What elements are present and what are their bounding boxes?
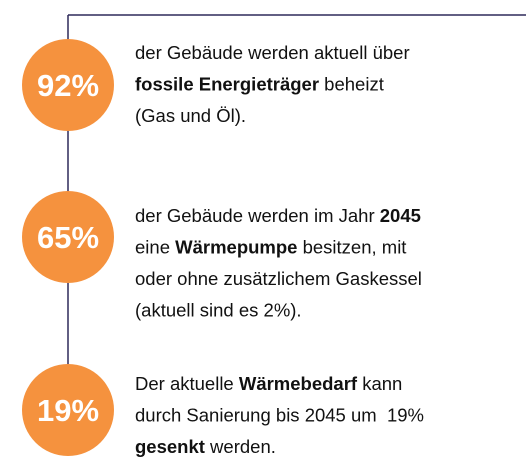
text-segment: kann bbox=[357, 373, 402, 394]
bold-text: gesenkt bbox=[135, 436, 205, 457]
description-line: eine Wärmepumpe besitzen, mit bbox=[135, 237, 406, 258]
description-line: der Gebäude werden im Jahr 2045 bbox=[135, 205, 421, 226]
description-line: durch Sanierung bis 2045 um 19% bbox=[135, 405, 424, 426]
text-segment: der Gebäude werden im Jahr bbox=[135, 205, 380, 226]
description-line: (aktuell sind es 2%). bbox=[135, 300, 302, 321]
text-segment: oder ohne zusätzlichem Gaskessel bbox=[135, 268, 422, 289]
bold-text: Wärmebedarf bbox=[239, 373, 358, 394]
figure-label: 19% bbox=[37, 393, 99, 428]
text-segment: beheizt bbox=[319, 74, 384, 95]
bold-text: fossile Energieträger bbox=[135, 74, 319, 95]
description-line: gesenkt werden. bbox=[135, 436, 276, 457]
figure-label: 92% bbox=[37, 68, 99, 103]
text-segment: Der aktuelle bbox=[135, 373, 239, 394]
text-segment: eine bbox=[135, 237, 175, 258]
bold-text: 2045 bbox=[380, 205, 421, 226]
figure-circle bbox=[22, 364, 114, 456]
text-segment: besitzen, mit bbox=[297, 237, 406, 258]
bold-text: Wärmepumpe bbox=[175, 237, 297, 258]
text-segment: (aktuell sind es 2%). bbox=[135, 300, 302, 321]
figure-circle bbox=[22, 39, 114, 131]
description-line: (Gas und Öl). bbox=[135, 105, 246, 126]
text-segment: (Gas und Öl). bbox=[135, 105, 246, 126]
description-line: der Gebäude werden aktuell über bbox=[135, 42, 410, 63]
text-segment: durch Sanierung bis 2045 um 19% bbox=[135, 405, 424, 426]
text-segment: werden. bbox=[205, 436, 276, 457]
description-line: Der aktuelle Wärmebedarf kann bbox=[135, 373, 402, 394]
figure-circle bbox=[22, 191, 114, 283]
figure-label: 65% bbox=[37, 220, 99, 255]
description-line: oder ohne zusätzlichem Gaskessel bbox=[135, 268, 422, 289]
description-line: fossile Energieträger beheizt bbox=[135, 74, 384, 95]
text-segment: der Gebäude werden aktuell über bbox=[135, 42, 410, 63]
